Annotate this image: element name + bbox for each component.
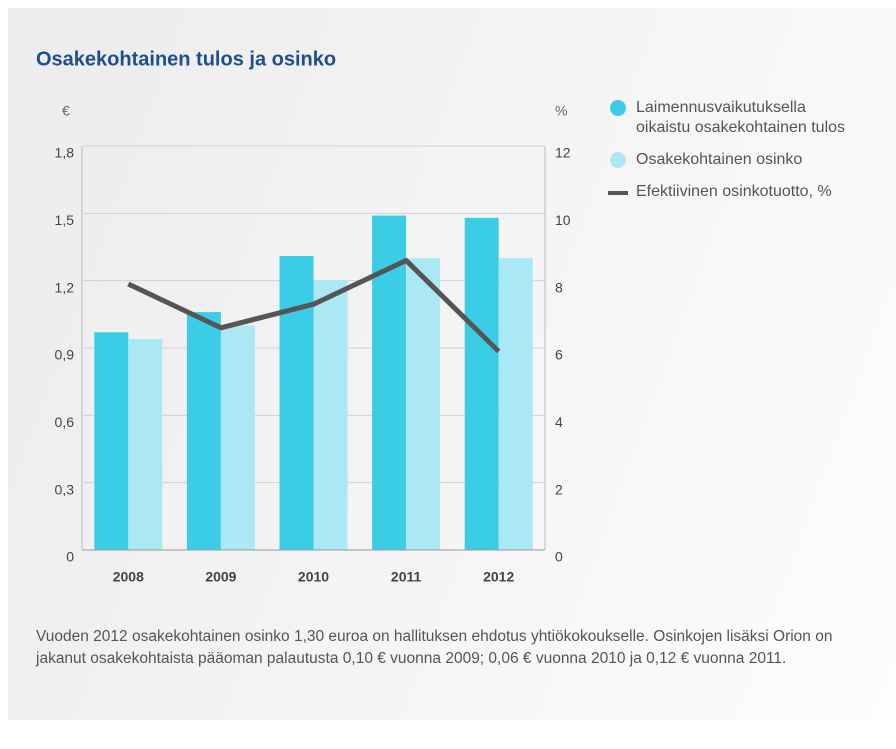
- legend-swatch: [608, 191, 628, 195]
- y-tick-label: 1,8: [55, 145, 75, 161]
- legend-item: Laimennusvaikutuksella oikaistu osakekoh…: [608, 98, 858, 138]
- y-axis-label: €: [62, 103, 70, 119]
- x-tick-label: 2009: [205, 569, 236, 585]
- y2-tick-label: 4: [555, 414, 563, 430]
- legend-label: Laimennusvaikutuksella oikaistu osakekoh…: [636, 99, 846, 136]
- y2-tick-label: 0: [555, 549, 563, 565]
- bar: [279, 255, 314, 550]
- bar: [313, 280, 348, 550]
- y-tick-label: 1,5: [55, 212, 75, 228]
- y2-axis-label: %: [555, 103, 567, 119]
- legend-label: Efektiivinen osinkotuotto, %: [636, 183, 832, 200]
- y2-tick-label: 6: [555, 347, 563, 363]
- legend-swatch: [610, 152, 626, 168]
- y-tick-label: 1,2: [55, 279, 75, 295]
- y2-tick-label: 10: [555, 212, 571, 228]
- bar: [128, 339, 163, 550]
- legend-item: Osakekohtainen osinko: [608, 150, 858, 170]
- y2-tick-label: 12: [555, 145, 571, 161]
- y2-tick-label: 8: [555, 279, 563, 295]
- bar: [94, 332, 129, 550]
- line-series: [127, 257, 501, 354]
- bar: [186, 312, 221, 550]
- y-tick-label: 0: [66, 549, 74, 565]
- legend: Laimennusvaikutuksella oikaistu osakekoh…: [608, 98, 858, 214]
- legend-item: Efektiivinen osinkotuotto, %: [608, 182, 858, 202]
- y2-tick-label: 2: [555, 481, 563, 497]
- bar: [498, 258, 533, 550]
- footnote: Vuoden 2012 osakekohtainen osinko 1,30 e…: [36, 628, 833, 667]
- legend-swatch: [610, 100, 626, 116]
- x-tick-label: 2010: [298, 569, 329, 585]
- y-tick-label: 0,6: [55, 414, 75, 430]
- x-tick-label: 2012: [483, 569, 514, 585]
- y-tick-label: 0,3: [55, 481, 75, 497]
- legend-label: Osakekohtainen osinko: [636, 151, 803, 168]
- x-tick-label: 2011: [391, 569, 422, 585]
- bar: [406, 258, 441, 550]
- x-tick-label: 2008: [113, 569, 144, 585]
- y-tick-label: 0,9: [55, 347, 75, 363]
- chart-title: Osakekohtainen tulos ja osinko: [36, 48, 336, 70]
- bar: [220, 325, 255, 550]
- bar: [464, 217, 499, 551]
